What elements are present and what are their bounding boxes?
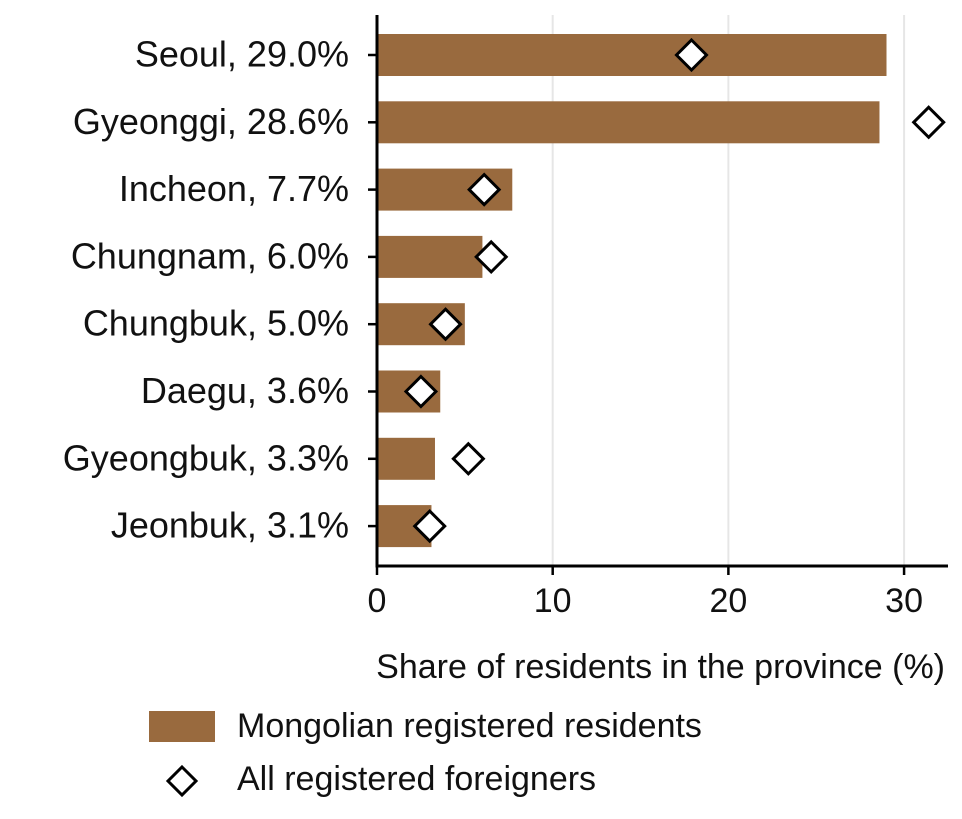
diamond-marker [412, 508, 447, 544]
diamond-marker [428, 307, 463, 342]
legend: Mongolian registered residents All regis… [149, 707, 702, 798]
x-axis-title: Share of residents in the province (%) [376, 648, 945, 686]
markers [403, 37, 946, 544]
diamond-marker [403, 374, 439, 409]
axes [368, 15, 948, 575]
bar [377, 235, 483, 278]
x-tick-label: 0 [368, 582, 387, 620]
category-label: Incheon, 7.7% [119, 168, 349, 209]
category-label: Seoul, 29.0% [135, 34, 349, 75]
diamond-marker [467, 172, 502, 207]
bar [377, 101, 880, 144]
tick-labels: 0 10 20 30 [368, 582, 923, 620]
diamond-marker [674, 37, 709, 73]
x-tick-label: 30 [885, 582, 923, 620]
diamond-marker [451, 441, 486, 476]
diamond-marker [911, 105, 946, 140]
bar [377, 34, 887, 76]
x-tick-label: 10 [534, 582, 572, 620]
bars [377, 34, 887, 548]
category-label: Chungnam, 6.0% [71, 235, 349, 276]
category-label: Gyeonggi, 28.6% [73, 101, 349, 142]
legend-marker-label: All registered foreigners [237, 760, 596, 798]
legend-bar-label: Mongolian registered residents [237, 707, 702, 745]
bar [377, 437, 435, 480]
legend-bar-swatch [149, 711, 215, 742]
diamond-marker [474, 239, 509, 275]
category-labels: Seoul, 29.0% Gyeonggi, 28.6% Incheon, 7.7%… [63, 34, 349, 546]
legend-diamond-swatch [165, 764, 199, 798]
category-label: Chungbuk, 5.0% [83, 303, 349, 344]
category-label: Daegu, 3.6% [141, 370, 349, 411]
x-tick-label: 20 [709, 582, 747, 620]
gridlines [551, 15, 906, 566]
category-label: Gyeongbuk, 3.3% [63, 437, 349, 478]
category-label: Jeonbuk, 3.1% [111, 505, 349, 546]
